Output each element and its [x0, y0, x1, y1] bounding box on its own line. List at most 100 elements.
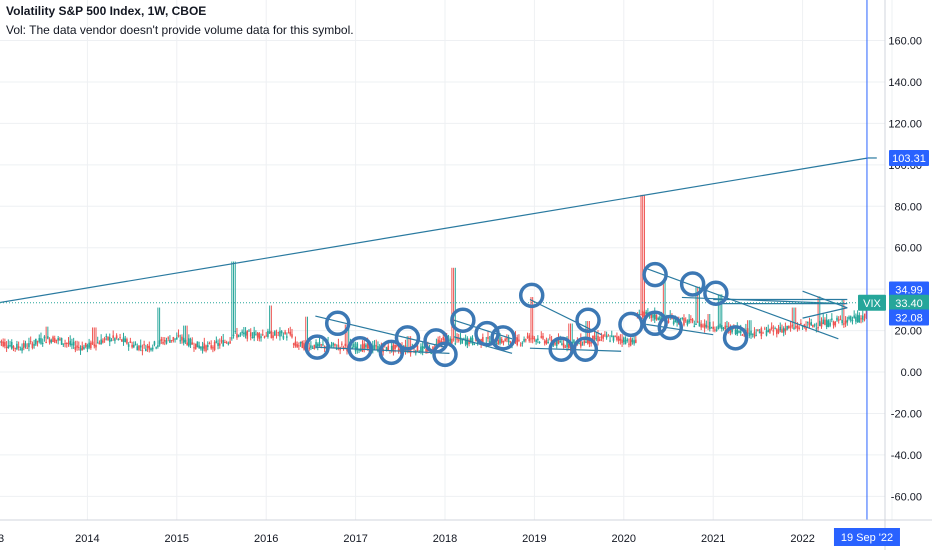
candle-body — [45, 341, 47, 344]
candle-body — [506, 338, 508, 340]
candle-body — [392, 344, 395, 352]
candle-body — [863, 319, 866, 321]
candle-body — [59, 338, 61, 340]
candle-body — [420, 346, 422, 353]
candle-body — [839, 319, 842, 321]
candle-body — [377, 346, 379, 352]
candle-body — [14, 348, 16, 350]
candle-body — [592, 335, 594, 342]
x-tick-label: 2018 — [433, 533, 457, 545]
candle-body — [547, 341, 549, 343]
x-tick-label: 2019 — [522, 533, 546, 545]
chart-title: Volatility S&P 500 Index, 1W, CBOE — [6, 4, 207, 18]
candle-body — [791, 324, 794, 327]
candle-body — [796, 325, 799, 329]
candle-body — [774, 328, 776, 330]
candle-body — [590, 342, 592, 344]
candle-body — [258, 333, 261, 339]
candle-body — [825, 319, 828, 327]
candle-body — [12, 346, 15, 348]
candle-body — [734, 329, 737, 335]
candle-body — [566, 340, 568, 348]
candle-body — [538, 341, 541, 343]
candle-body — [43, 336, 46, 339]
candle-body — [316, 344, 319, 347]
candle-body — [751, 333, 754, 335]
x-tick-label: 2017 — [343, 533, 367, 545]
candle-body — [561, 343, 563, 345]
candle-body — [332, 342, 335, 346]
candle-body — [777, 329, 780, 333]
candle-body — [652, 314, 654, 318]
candle-body — [272, 335, 274, 338]
candle-body — [246, 330, 249, 339]
candle-body — [610, 335, 613, 337]
candle-body — [521, 342, 524, 344]
candle-body — [824, 319, 826, 325]
candle-body — [519, 344, 522, 346]
candle-body — [110, 340, 113, 342]
candle-body — [356, 343, 359, 350]
candle-body — [502, 341, 505, 343]
candle-body — [614, 335, 617, 337]
candle-body — [222, 340, 225, 347]
candle-body — [525, 339, 527, 341]
candle-body — [473, 343, 476, 346]
candle-body — [765, 330, 768, 336]
candle-body — [385, 347, 388, 352]
candle-body — [454, 343, 457, 345]
candle-body — [127, 344, 130, 347]
price-label-103-31: 103.31 — [889, 149, 929, 166]
candle-body — [793, 327, 795, 329]
candle-body — [635, 339, 637, 343]
candle-body — [205, 345, 207, 352]
y-tick-label: -40.00 — [891, 450, 922, 462]
volume-note: Vol: The data vendor doesn't provide vol… — [6, 23, 354, 37]
candle-body — [390, 345, 393, 351]
y-tick-label: 20.00 — [894, 326, 922, 338]
candle-body — [631, 339, 634, 343]
candle-body — [176, 337, 178, 340]
candle-body — [719, 323, 721, 328]
circle-annotation — [324, 310, 351, 337]
candle-body — [779, 326, 782, 331]
price-label-34-99: 34.99 — [889, 281, 929, 298]
price-label-32-08: 32.08 — [889, 309, 929, 326]
candle-body — [280, 331, 283, 334]
candle-body — [600, 336, 603, 338]
candle-body — [95, 344, 97, 348]
candle-body — [416, 345, 419, 352]
candle-body — [471, 337, 474, 344]
candle-body — [549, 337, 551, 339]
candle-body — [237, 334, 240, 337]
candle-body — [829, 322, 831, 326]
candle-body — [808, 322, 811, 325]
candle-body — [636, 317, 639, 319]
trendline — [315, 346, 450, 354]
candle-body — [760, 328, 763, 337]
candle-body — [686, 320, 689, 325]
candle-body — [213, 342, 216, 350]
candle-body — [607, 335, 610, 337]
candle-body — [530, 338, 532, 340]
circle-annotation — [474, 320, 500, 347]
candle-body — [856, 314, 859, 323]
candle-body — [136, 346, 139, 351]
candle-body — [557, 339, 560, 344]
candle-body — [366, 343, 369, 349]
candle-body — [464, 340, 467, 345]
candle-body — [277, 332, 280, 334]
candle-body — [858, 315, 861, 323]
candle-body — [696, 321, 699, 323]
candle-body — [260, 336, 262, 338]
candle-body — [107, 336, 109, 341]
candle-body — [487, 336, 489, 339]
candle-body — [726, 325, 728, 327]
candle-body — [55, 339, 58, 341]
candle-body — [169, 339, 171, 343]
circle-annotation — [450, 307, 476, 333]
candle-body — [162, 341, 164, 344]
candle-body — [28, 343, 30, 348]
